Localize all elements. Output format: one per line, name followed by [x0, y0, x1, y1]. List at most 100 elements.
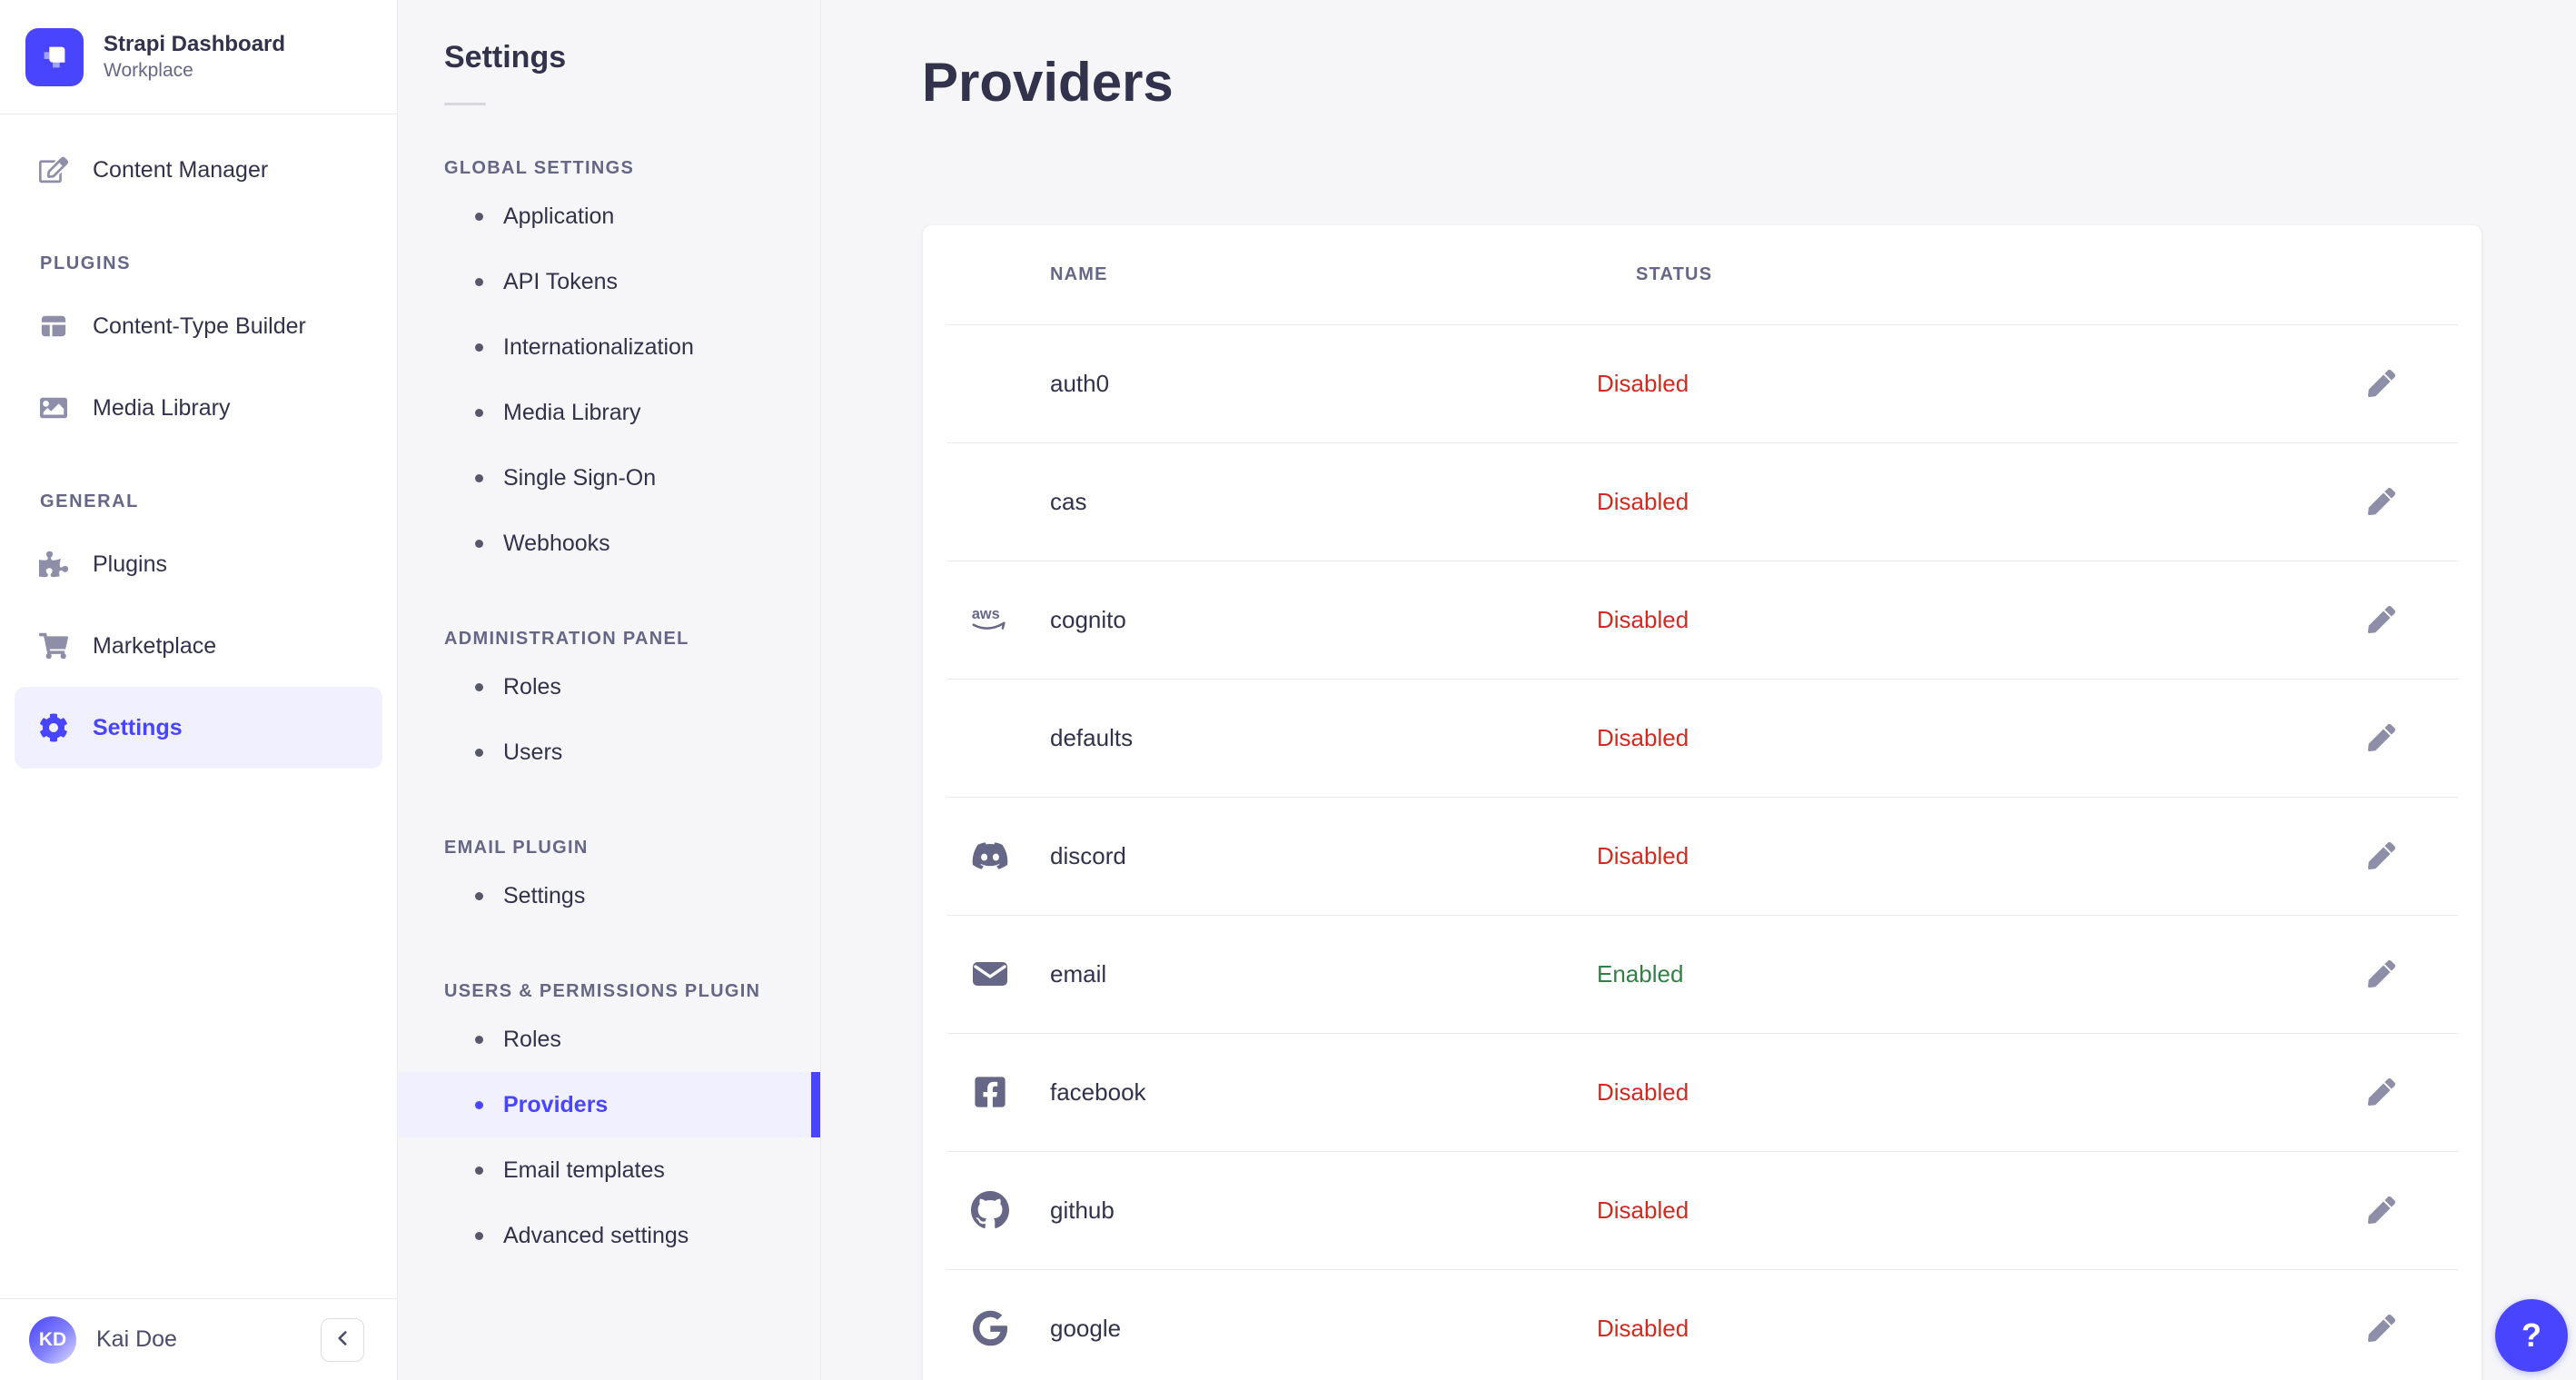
edit-provider-button[interactable]: [2360, 716, 2403, 759]
table-row: auth0 Disabled: [923, 324, 2482, 442]
google-icon: [969, 1310, 1011, 1346]
subnav-title: Settings: [444, 40, 567, 74]
providers-table: NAME STATUS auth0 Disabled cas Disabled …: [923, 225, 2482, 1380]
table-row: google Disabled: [923, 1269, 2482, 1380]
envelope-icon: [969, 959, 1011, 988]
avatar: KD: [29, 1315, 76, 1364]
status-text: Disabled: [1597, 723, 1689, 751]
strapi-logo-icon: [25, 27, 84, 86]
main-sidebar: Strapi Dashboard Workplace Content Manag…: [0, 0, 398, 1380]
provider-name: auth0: [1050, 369, 1110, 397]
subnav-item-email-settings[interactable]: Settings: [399, 863, 820, 928]
github-icon: [969, 1191, 1011, 1229]
bullet-icon: [475, 212, 483, 221]
status-text: Disabled: [1597, 487, 1689, 515]
table-row: facebook Disabled: [923, 1033, 2482, 1151]
sidebar-item-label: Content-Type Builder: [93, 313, 306, 339]
edit-provider-button[interactable]: [2360, 598, 2403, 641]
question-mark-icon: ?: [2522, 1316, 2541, 1354]
subnav-item-application[interactable]: Application: [399, 184, 820, 249]
pencil-icon: [2368, 1196, 2395, 1224]
status-text: Disabled: [1597, 1314, 1689, 1342]
user-row: KD Kai Doe: [0, 1298, 397, 1380]
provider-name: github: [1050, 1196, 1115, 1224]
pencil-icon: [2368, 1315, 2395, 1342]
subnav-item-label: Single Sign-On: [503, 464, 657, 491]
edit-provider-button[interactable]: [2360, 952, 2403, 996]
table-row: email Enabled: [923, 915, 2482, 1033]
subnav-section-administration-panel: ADMINISTRATION PANEL: [444, 628, 689, 649]
subnav-item-internationalization[interactable]: Internationalization: [399, 314, 820, 380]
sidebar-item-marketplace[interactable]: Marketplace: [15, 605, 382, 687]
page-title: Providers: [922, 52, 1174, 113]
bullet-icon: [475, 1035, 483, 1044]
bullet-icon: [475, 539, 483, 548]
pencil-icon: [2368, 370, 2395, 397]
sidebar-section-plugins: PLUGINS: [40, 253, 132, 273]
gear-icon: [38, 712, 69, 743]
subnav-item-admin-roles[interactable]: Roles: [399, 654, 820, 720]
sidebar-item-label: Content Manager: [93, 156, 269, 183]
sidebar-item-content-type-builder[interactable]: Content-Type Builder: [15, 285, 382, 367]
content-type-builder-icon: [38, 311, 69, 342]
bullet-icon: [475, 748, 483, 757]
subnav-item-advanced-settings[interactable]: Advanced settings: [399, 1203, 820, 1268]
pencil-icon: [2368, 1078, 2395, 1106]
subnav-item-providers[interactable]: Providers: [399, 1072, 820, 1137]
bullet-icon: [475, 343, 483, 352]
status-text: Disabled: [1597, 369, 1689, 397]
workspace-title: Strapi Dashboard: [104, 31, 286, 56]
table-row: discord Disabled: [923, 797, 2482, 915]
pencil-icon: [2368, 960, 2395, 988]
subnav-title-divider: [444, 103, 486, 105]
subnav-item-label: Webhooks: [503, 530, 610, 556]
subnav-item-label: Email templates: [503, 1157, 665, 1183]
collapse-sidebar-button[interactable]: [321, 1317, 364, 1362]
sidebar-item-label: Settings: [93, 714, 183, 740]
sidebar-nav: Content Manager PLUGINS Content-Type Bui…: [0, 114, 397, 769]
table-row: aws cognito Disabled: [923, 561, 2482, 679]
subnav-item-label: API Tokens: [503, 268, 619, 294]
provider-name: cas: [1050, 487, 1087, 515]
subnav-item-api-tokens[interactable]: API Tokens: [399, 249, 820, 314]
edit-provider-button[interactable]: [2360, 1188, 2403, 1232]
subnav-item-email-templates[interactable]: Email templates: [399, 1137, 820, 1203]
sidebar-item-media-library[interactable]: Media Library: [15, 367, 382, 449]
sidebar-item-settings[interactable]: Settings: [15, 687, 382, 769]
discord-icon: [969, 840, 1011, 871]
subnav-item-admin-users[interactable]: Users: [399, 720, 820, 785]
column-header-status: STATUS: [1636, 264, 1713, 284]
subnav-item-media-library[interactable]: Media Library: [399, 380, 820, 445]
chevron-left-icon: [331, 1326, 354, 1353]
edit-provider-button[interactable]: [2360, 362, 2403, 405]
bullet-icon: [475, 277, 483, 286]
edit-provider-button[interactable]: [2360, 1306, 2403, 1350]
sidebar-item-plugins[interactable]: Plugins: [15, 523, 382, 605]
sidebar-item-content-manager[interactable]: Content Manager: [15, 129, 382, 211]
subnav-item-label: Advanced settings: [503, 1222, 689, 1248]
settings-subnav: Settings GLOBAL SETTINGS Application API…: [399, 0, 821, 1380]
provider-name: defaults: [1050, 723, 1134, 751]
subnav-section-global-settings: GLOBAL SETTINGS: [444, 157, 635, 178]
edit-provider-button[interactable]: [2360, 834, 2403, 878]
bullet-icon: [475, 1166, 483, 1175]
subnav-item-up-roles[interactable]: Roles: [399, 1007, 820, 1072]
aws-icon: aws: [969, 604, 1011, 635]
help-button[interactable]: ?: [2495, 1299, 2568, 1372]
bullet-icon: [475, 1100, 483, 1109]
svg-text:aws: aws: [972, 606, 1000, 622]
subnav-item-webhooks[interactable]: Webhooks: [399, 511, 820, 576]
edit-provider-button[interactable]: [2360, 1070, 2403, 1114]
table-row: defaults Disabled: [923, 679, 2482, 797]
sidebar-item-label: Plugins: [93, 551, 167, 577]
table-row: cas Disabled: [923, 442, 2482, 561]
edit-provider-button[interactable]: [2360, 480, 2403, 523]
subnav-item-single-sign-on[interactable]: Single Sign-On: [399, 445, 820, 511]
bullet-icon: [475, 682, 483, 691]
cart-icon: [38, 630, 69, 661]
pencil-icon: [2368, 488, 2395, 515]
status-text: Disabled: [1597, 1077, 1689, 1106]
bullet-icon: [475, 473, 483, 482]
subnav-item-label: Settings: [503, 882, 586, 908]
subnav-item-label: Roles: [503, 673, 561, 700]
